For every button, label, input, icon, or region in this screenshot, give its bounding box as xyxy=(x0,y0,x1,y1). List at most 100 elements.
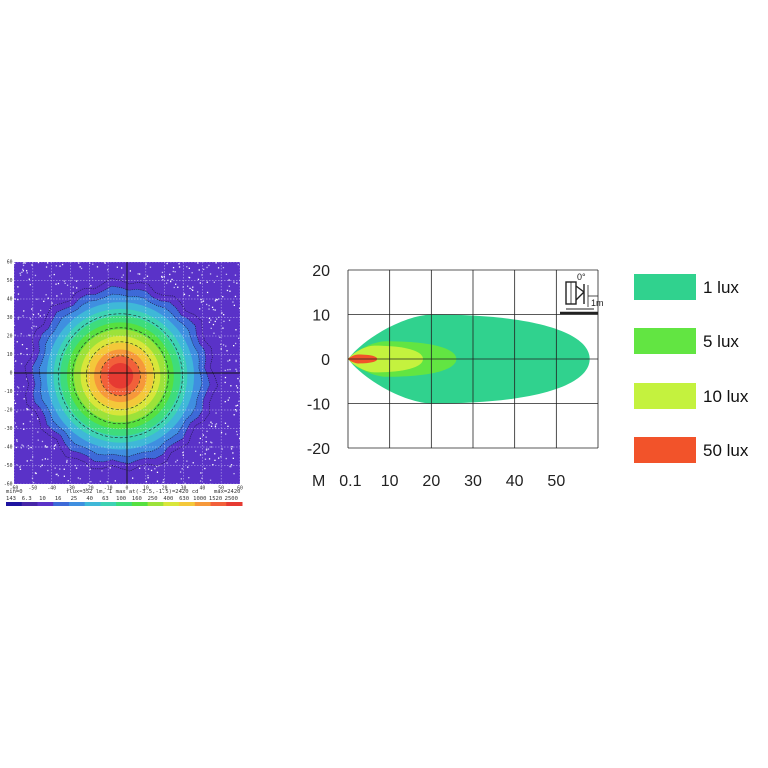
heatmap-noise-dot xyxy=(137,511,138,512)
heatmap-noise-dot xyxy=(264,293,265,294)
heatmap-noise-dot xyxy=(122,233,123,234)
heatmap-noise-dot xyxy=(280,317,281,318)
heatmap-noise-dot xyxy=(147,510,148,511)
heatmap-noise-dot xyxy=(162,512,163,513)
heatmap-noise-dot xyxy=(232,452,234,454)
heatmap-noise-dot xyxy=(215,412,217,414)
heatmap-noise-dot xyxy=(212,308,215,311)
heatmap-noise-dot xyxy=(274,432,275,433)
heatmap-noise-dot xyxy=(16,439,18,441)
heatmap-noise-dot xyxy=(225,433,227,435)
heatmap-noise-dot xyxy=(4,312,5,313)
heatmap-noise-dot xyxy=(51,244,52,245)
heatmap-noise-dot xyxy=(280,352,281,353)
heatmap-noise-dot xyxy=(92,263,94,265)
heatmap-noise-dot xyxy=(259,309,260,310)
heatmap-noise-dot xyxy=(200,298,202,301)
heatmap-noise-dot xyxy=(49,275,51,277)
heatmap-color-scale: 143 6.3 10 16 25 40 63 100 160 250 400 630 1000 1520 2… xyxy=(6,496,243,506)
heatmap-noise-dot xyxy=(16,464,18,466)
heatmap-noise-dot xyxy=(214,424,217,426)
heatmap-noise-dot xyxy=(43,314,45,316)
heatmap-noise-dot xyxy=(280,335,281,336)
heatmap-noise-dot xyxy=(238,337,240,339)
heatmap-noise-dot xyxy=(224,401,226,403)
heatmap-noise-dot xyxy=(53,445,56,447)
heatmap-noise-dot xyxy=(14,262,16,265)
lux-x-tick-label: 50 xyxy=(547,473,565,490)
heatmap-noise-dot xyxy=(197,262,199,264)
heatmap-noise-dot xyxy=(144,467,146,469)
heatmap-noise-dot xyxy=(278,357,279,358)
heatmap-noise-dot xyxy=(176,483,178,484)
heatmap-noise-dot xyxy=(75,280,78,282)
heatmap-noise-dot xyxy=(29,334,31,336)
heatmap-noise-dot xyxy=(243,260,244,261)
heatmap-noise-dot xyxy=(175,283,177,285)
heatmap-noise-dot xyxy=(188,267,190,269)
heatmap-noise-dot xyxy=(232,457,234,459)
heatmap-noise-dot xyxy=(170,512,171,513)
heatmap-noise-dot xyxy=(45,294,47,296)
heatmap-noise-dot xyxy=(230,385,232,387)
heatmap-noise-dot xyxy=(121,233,122,234)
heatmap-noise-dot xyxy=(30,459,32,461)
heatmap-noise-dot xyxy=(65,228,66,229)
heatmap-noise-dot xyxy=(225,273,228,275)
heatmap-x-tick-label: -40 xyxy=(47,486,56,492)
heatmap-noise-dot xyxy=(220,431,223,434)
heatmap-noise-dot xyxy=(55,240,56,241)
heatmap-noise-dot xyxy=(16,393,19,396)
heatmap-noise-dot xyxy=(22,423,25,425)
heatmap-noise-dot xyxy=(147,468,150,470)
heatmap-noise-dot xyxy=(195,262,197,263)
heatmap-noise-dot xyxy=(263,326,264,327)
legend-label-1-lux: 1 lux xyxy=(703,278,739,297)
heatmap-noise-dot xyxy=(205,261,206,262)
heatmap-noise-dot xyxy=(45,446,47,448)
heatmap-noise-dot xyxy=(126,509,127,510)
heatmap-noise-dot xyxy=(224,376,227,379)
heatmap-noise-dot xyxy=(187,285,189,287)
heatmap-x-tick-label: 40 xyxy=(199,486,205,492)
heatmap-noise-dot xyxy=(47,297,49,299)
heatmap-noise-dot xyxy=(143,254,144,255)
heatmap-noise-dot xyxy=(39,315,41,317)
heatmap-noise-dot xyxy=(201,477,203,479)
heatmap-noise-dot xyxy=(229,368,231,371)
heatmap-noise-dot xyxy=(253,352,254,353)
lux-x-tick-label: 20 xyxy=(422,473,440,490)
heatmap-noise-dot xyxy=(239,437,240,440)
heatmap-noise-dot xyxy=(14,334,16,336)
heatmap-noise-dot xyxy=(188,477,190,479)
heatmap-noise-dot xyxy=(202,434,204,436)
heatmap-scale-label: 6.3 xyxy=(22,496,32,502)
heatmap-noise-dot xyxy=(214,320,216,323)
lux-x-tick-label: 40 xyxy=(506,473,524,490)
heatmap-noise-dot xyxy=(179,253,180,254)
heatmap-noise-dot xyxy=(92,235,93,236)
heatmap-noise-dot xyxy=(267,416,268,417)
heatmap-noise-dot xyxy=(188,295,190,297)
heatmap-noise-dot xyxy=(216,507,217,508)
heatmap-noise-dot xyxy=(225,457,227,460)
heatmap-noise-dot xyxy=(60,293,63,295)
heatmap-noise-dot xyxy=(211,423,213,425)
heatmap-noise-dot xyxy=(281,375,282,376)
heatmap-scale-label: 16 xyxy=(55,496,62,502)
heatmap-noise-dot xyxy=(26,460,28,462)
heatmap-noise-dot xyxy=(195,450,197,452)
heatmap-noise-dot xyxy=(83,233,84,234)
heatmap-noise-dot xyxy=(78,262,80,264)
heatmap-noise-dot xyxy=(2,456,3,457)
heatmap-noise-dot xyxy=(272,450,273,451)
heatmap-noise-dot xyxy=(15,256,16,257)
heatmap-noise-dot xyxy=(103,262,105,263)
heatmap-noise-dot xyxy=(235,405,237,407)
heatmap-noise-dot xyxy=(239,279,240,281)
heatmap-noise-dot xyxy=(12,275,13,276)
heatmap-noise-dot xyxy=(214,309,216,311)
heatmap-noise-dot xyxy=(149,266,152,268)
heatmap-noise-dot xyxy=(54,247,55,248)
